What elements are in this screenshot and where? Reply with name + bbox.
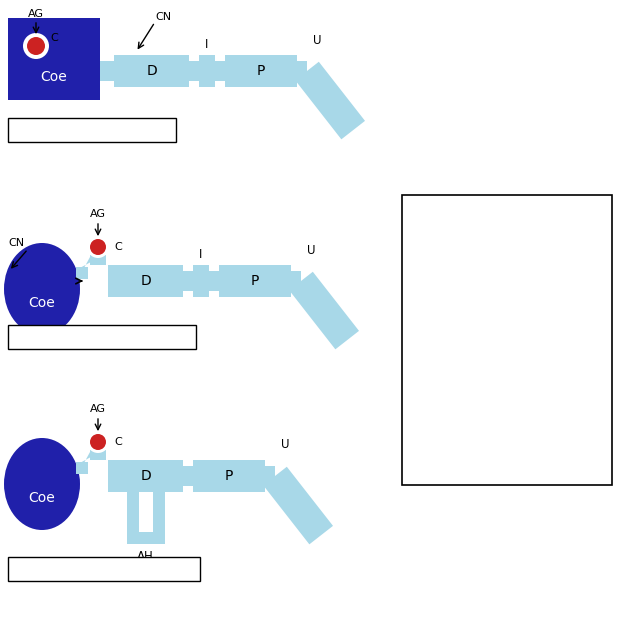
Text: CN: CN bbox=[8, 238, 24, 248]
Bar bbox=[100, 61, 114, 81]
Bar bbox=[108, 460, 183, 492]
Ellipse shape bbox=[23, 33, 49, 59]
Text: U: U bbox=[281, 439, 290, 451]
Bar bbox=[193, 265, 209, 297]
Bar bbox=[215, 61, 225, 81]
Bar bbox=[225, 55, 297, 87]
Text: CN: CN bbox=[155, 12, 171, 22]
Text: Coe: Coe bbox=[41, 70, 68, 84]
Text: Coe: Coe bbox=[29, 491, 55, 505]
Text: I: I bbox=[205, 39, 209, 51]
Text: Tube contourné
distal: Tube contourné distal bbox=[452, 305, 538, 327]
Text: Cœlome: Cœlome bbox=[452, 287, 498, 297]
Text: AH: AH bbox=[137, 550, 154, 563]
Bar bbox=[199, 55, 215, 87]
Text: Tube contourné
proximal: Tube contourné proximal bbox=[452, 354, 538, 376]
Bar bbox=[108, 265, 183, 297]
Bar bbox=[183, 466, 193, 486]
Text: C: C bbox=[50, 33, 58, 43]
Text: P: P bbox=[257, 64, 265, 78]
Polygon shape bbox=[295, 62, 365, 140]
Bar bbox=[126, 532, 164, 544]
Text: P: P bbox=[225, 469, 233, 483]
Bar bbox=[189, 61, 199, 81]
Bar bbox=[114, 55, 189, 87]
Bar bbox=[8, 18, 100, 100]
Text: glomérule: glomérule bbox=[452, 336, 508, 347]
Ellipse shape bbox=[4, 243, 80, 335]
Text: Coe: Coe bbox=[29, 296, 55, 310]
Polygon shape bbox=[289, 272, 359, 349]
Bar bbox=[8, 557, 200, 581]
Polygon shape bbox=[78, 452, 100, 474]
Text: I: I bbox=[199, 248, 203, 262]
Text: U: U bbox=[307, 244, 315, 257]
Text: D: D bbox=[140, 274, 151, 288]
Text: AG: AG bbox=[28, 9, 44, 19]
Polygon shape bbox=[78, 257, 100, 279]
Text: Artère
glomérulaire: Artère glomérulaire bbox=[452, 207, 523, 229]
Text: AG: AG bbox=[90, 404, 106, 414]
Bar bbox=[402, 195, 612, 485]
Text: C: C bbox=[114, 437, 122, 447]
Bar bbox=[219, 265, 291, 297]
Text: D: D bbox=[146, 64, 157, 78]
Ellipse shape bbox=[4, 438, 80, 530]
Text: Néphron de dendrobate: Néphron de dendrobate bbox=[22, 331, 182, 343]
Text: Coe:: Coe: bbox=[408, 287, 433, 297]
Ellipse shape bbox=[90, 434, 106, 450]
Bar bbox=[90, 450, 106, 460]
Text: C: C bbox=[114, 242, 122, 252]
Text: Uretère: Uretère bbox=[452, 416, 494, 426]
Bar bbox=[8, 118, 176, 142]
Text: P:: P: bbox=[408, 354, 419, 364]
Text: D:: D: bbox=[408, 305, 420, 315]
Bar bbox=[76, 462, 88, 474]
Text: U:: U: bbox=[408, 416, 420, 426]
Bar bbox=[265, 466, 275, 486]
Text: AG: AG bbox=[90, 209, 106, 219]
Text: G:: G: bbox=[408, 336, 420, 346]
Ellipse shape bbox=[87, 431, 109, 453]
Text: AG:: AG: bbox=[408, 207, 428, 217]
Text: AH:: AH: bbox=[408, 238, 428, 248]
Text: Néphron de mammifère: Néphron de mammifère bbox=[24, 563, 184, 575]
Text: D: D bbox=[140, 469, 151, 483]
Bar bbox=[153, 492, 164, 544]
Bar bbox=[193, 460, 265, 492]
Bar bbox=[8, 325, 196, 349]
Bar bbox=[209, 271, 219, 291]
Bar bbox=[90, 255, 106, 265]
Ellipse shape bbox=[27, 37, 45, 55]
Text: Segment
intermédiaire: Segment intermédiaire bbox=[452, 385, 527, 406]
Text: U: U bbox=[312, 33, 321, 46]
Ellipse shape bbox=[87, 236, 109, 258]
Bar bbox=[297, 61, 307, 81]
Text: Néphron de poisson: Néphron de poisson bbox=[25, 123, 159, 136]
Ellipse shape bbox=[90, 239, 106, 255]
Text: I:: I: bbox=[408, 385, 415, 395]
Bar bbox=[126, 492, 138, 544]
Text: Canal
néphrostomial: Canal néphrostomial bbox=[452, 256, 532, 278]
Polygon shape bbox=[263, 467, 333, 545]
Text: Anse de Henlé: Anse de Henlé bbox=[452, 238, 533, 248]
Bar bbox=[183, 271, 193, 291]
Text: P: P bbox=[251, 274, 259, 288]
Text: CN:: CN: bbox=[408, 256, 428, 266]
Bar bbox=[76, 267, 88, 279]
Bar bbox=[291, 271, 301, 291]
